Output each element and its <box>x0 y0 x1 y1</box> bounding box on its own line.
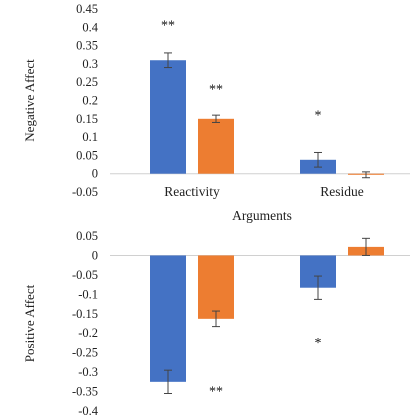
y-tick-label: 0.05 <box>76 148 98 162</box>
significance-marker: * <box>315 108 322 123</box>
y-tick-label: 0 <box>92 248 98 262</box>
y-axis-label: Positive Affect <box>22 284 37 362</box>
x-axis-label: Arguments <box>232 208 292 223</box>
y-tick-label: -0.4 <box>78 404 99 418</box>
x-category-label: Reactivity <box>164 184 220 199</box>
y-axis-label: Negative Affect <box>22 59 37 142</box>
y-tick-label: -0.1 <box>78 287 98 301</box>
y-tick-label: -0.35 <box>72 385 98 399</box>
y-tick-label: -0.25 <box>72 346 98 360</box>
y-tick-label: 0.35 <box>76 39 98 53</box>
y-tick-label: -0.15 <box>72 307 98 321</box>
y-tick-label: 0.15 <box>76 112 98 126</box>
y-tick-label: 0.25 <box>76 75 98 89</box>
y-tick-label: -0.05 <box>72 185 98 199</box>
orange-bar <box>198 118 234 174</box>
blue-bar <box>150 255 186 382</box>
significance-marker: ** <box>209 83 223 98</box>
y-tick-label: 0.3 <box>82 57 98 71</box>
orange-bar <box>198 255 234 319</box>
x-category-label: Residue <box>320 184 364 199</box>
significance-marker: ** <box>209 385 223 400</box>
y-tick-label: 0.1 <box>82 130 98 144</box>
y-tick-label: 0.2 <box>82 94 98 108</box>
y-tick-label: 0.05 <box>76 229 98 243</box>
y-tick-label: 0 <box>92 167 98 181</box>
significance-marker: * <box>315 336 322 351</box>
negative-affect-panel: 0.45 0.4 0.35 0.3 0.25 0.2 0.15 0.1 0.05 0 -0.05 Ne… <box>22 2 410 223</box>
y-tick-label: 0.4 <box>82 20 98 34</box>
significance-marker: ** <box>161 19 175 34</box>
positive-affect-panel: 0.05 0 -0.05 -0.1 -0.15 -0.2 -0.25 -0.3 -0.35 -0.… <box>22 229 410 418</box>
y-tick-label: -0.3 <box>78 365 98 379</box>
y-tick-label: -0.2 <box>78 326 98 340</box>
y-tick-label: 0.45 <box>76 2 98 16</box>
blue-bar <box>150 60 186 174</box>
y-tick-label: -0.05 <box>72 268 98 282</box>
